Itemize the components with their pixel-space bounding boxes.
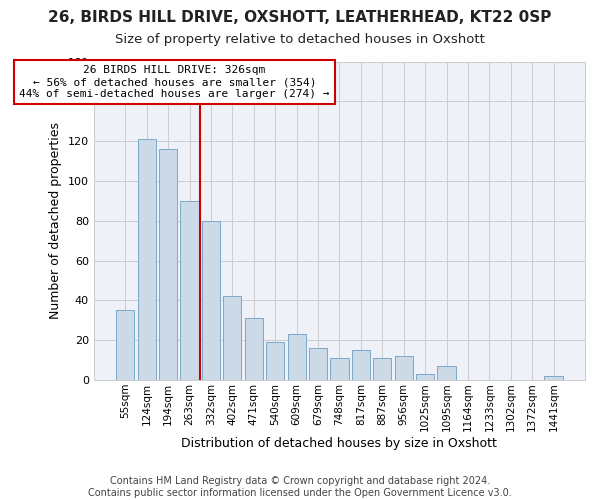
Bar [159, 149, 177, 380]
Bar [287, 334, 306, 380]
Bar [116, 310, 134, 380]
Bar [202, 220, 220, 380]
Bar [223, 296, 241, 380]
Text: Size of property relative to detached houses in Oxshott: Size of property relative to detached ho… [115, 32, 485, 46]
Bar [309, 348, 327, 380]
Bar [181, 201, 199, 380]
Bar [373, 358, 391, 380]
Text: Contains HM Land Registry data © Crown copyright and database right 2024.
Contai: Contains HM Land Registry data © Crown c… [88, 476, 512, 498]
Y-axis label: Number of detached properties: Number of detached properties [49, 122, 62, 319]
Text: 26, BIRDS HILL DRIVE, OXSHOTT, LEATHERHEAD, KT22 0SP: 26, BIRDS HILL DRIVE, OXSHOTT, LEATHERHE… [49, 10, 551, 25]
Bar [352, 350, 370, 380]
Bar [137, 139, 156, 380]
Bar [437, 366, 455, 380]
Bar [331, 358, 349, 380]
Bar [245, 318, 263, 380]
Bar [266, 342, 284, 380]
Bar [544, 376, 563, 380]
Bar [416, 374, 434, 380]
Text: 26 BIRDS HILL DRIVE: 326sqm
← 56% of detached houses are smaller (354)
44% of se: 26 BIRDS HILL DRIVE: 326sqm ← 56% of det… [19, 66, 330, 98]
Bar [395, 356, 413, 380]
X-axis label: Distribution of detached houses by size in Oxshott: Distribution of detached houses by size … [181, 437, 497, 450]
